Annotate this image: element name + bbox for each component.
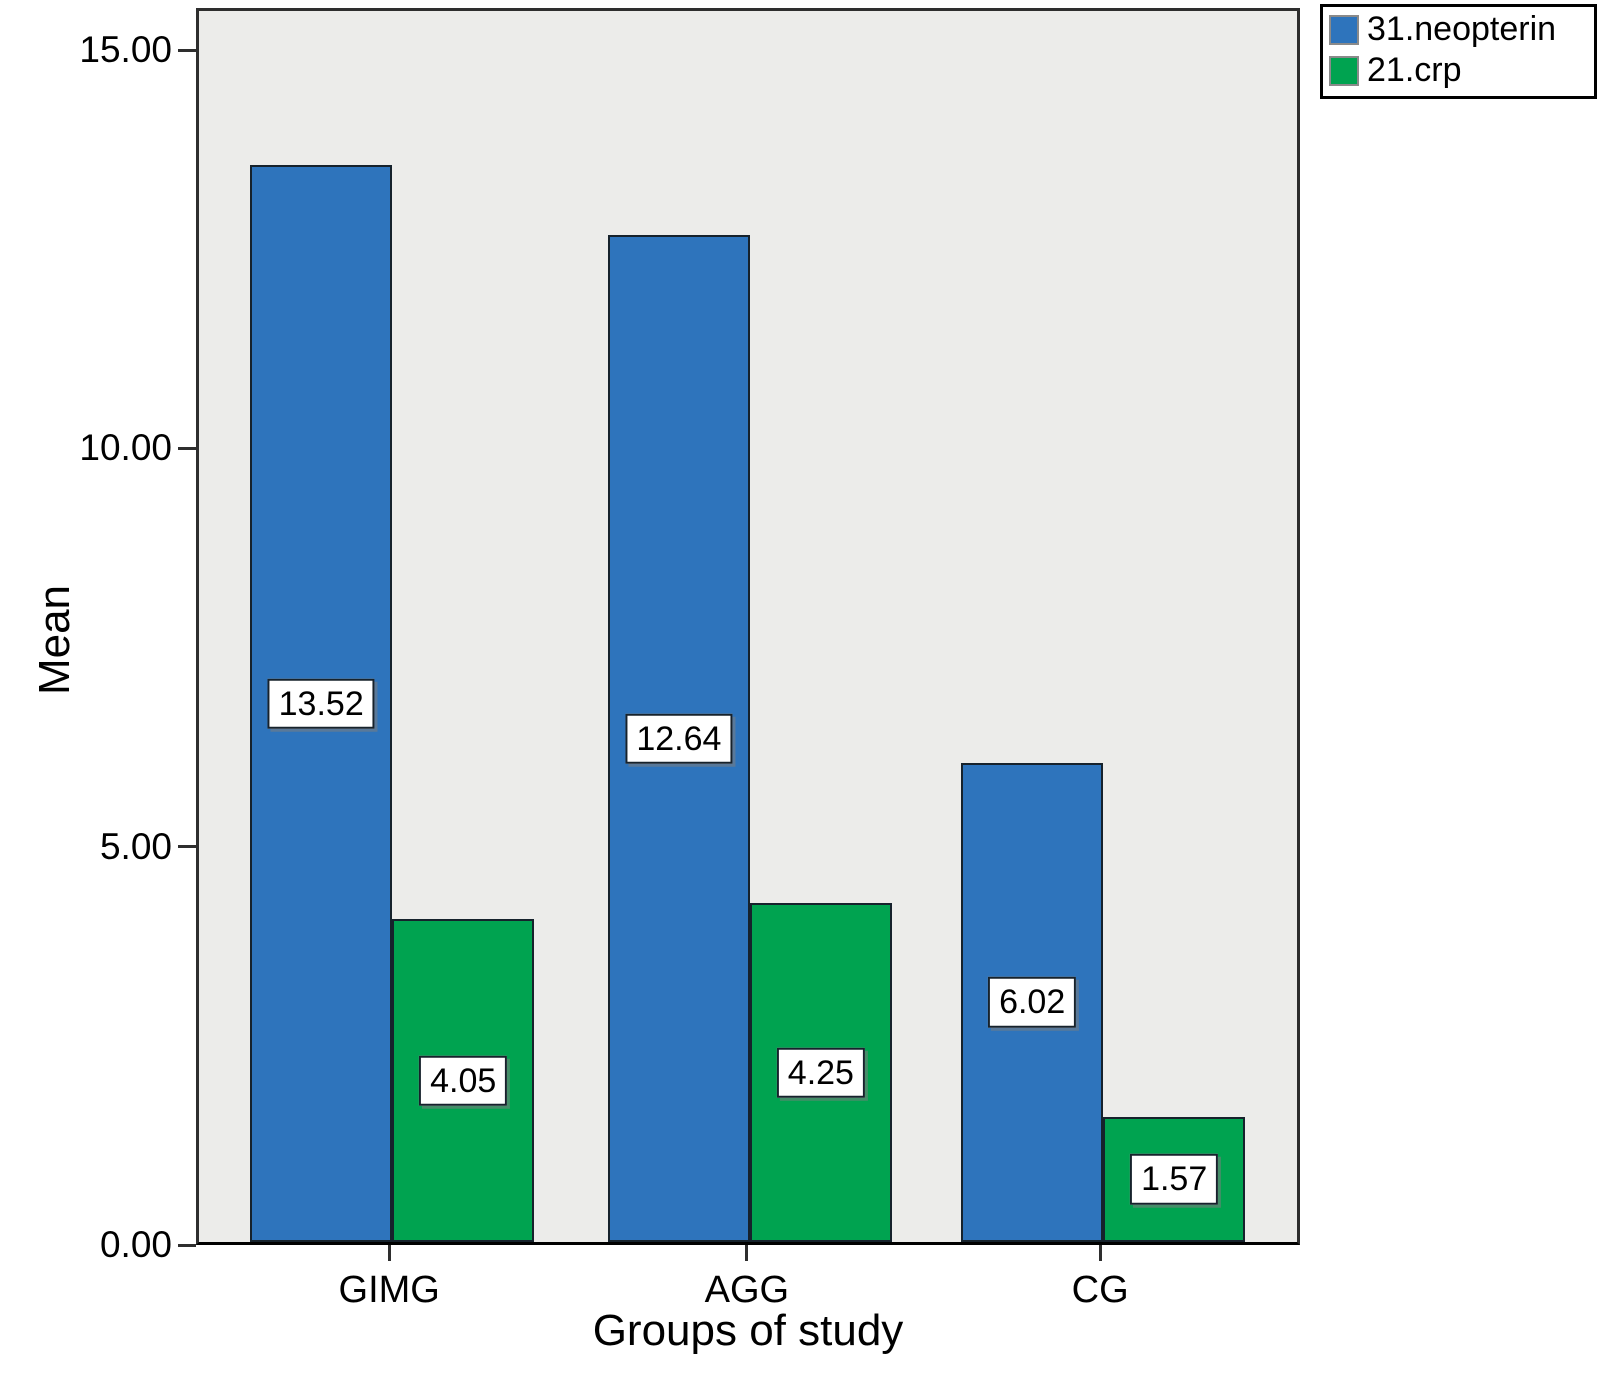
legend-swatch-icon: [1329, 55, 1359, 86]
bar-31-neopterin-gimg: 13.52: [250, 165, 393, 1242]
value-label: 13.52: [267, 678, 375, 729]
y-tick-mark: [178, 48, 196, 52]
bar-21-crp-cg: 1.57: [1103, 1116, 1246, 1242]
y-tick-label-0.00: 0.00: [99, 1224, 172, 1265]
x-tick-label-AGG: AGG: [704, 1269, 790, 1311]
y-tick-label-10.00: 10.00: [79, 427, 172, 469]
x-tick-mark: [387, 1245, 391, 1261]
value-label: 6.02: [988, 977, 1077, 1028]
bar-21-crp-agg: 4.25: [749, 903, 892, 1242]
legend-swatch-icon: [1329, 14, 1359, 45]
bar-21-crp-gimg: 4.05: [392, 919, 535, 1242]
y-axis-title: Mean: [30, 584, 79, 696]
x-tick-label-CG: CG: [1071, 1269, 1129, 1311]
legend-label: 21.crp: [1367, 50, 1462, 89]
legend-label: 31.neopterin: [1367, 10, 1557, 48]
y-tick-mark: [178, 446, 196, 450]
y-tick-mark: [178, 1243, 196, 1247]
value-label: 1.57: [1130, 1154, 1219, 1205]
plot-area: 13.52 4.05 12.64 4.25 6.02 1.57: [196, 8, 1300, 1245]
legend-item-31-neopterin: 31.neopterin: [1329, 10, 1588, 48]
y-tick-mark: [178, 845, 196, 849]
x-tick-label-GIMG: GIMG: [338, 1269, 440, 1311]
y-tick-label-5.00: 5.00: [99, 825, 172, 867]
x-tick-mark: [1098, 1245, 1102, 1261]
y-tick-label-15.00: 15.00: [79, 29, 172, 71]
bar-31-neopterin-cg: 6.02: [961, 762, 1104, 1242]
x-axis-title: Groups of study: [592, 1306, 904, 1355]
bar-31-neopterin-agg: 12.64: [607, 235, 750, 1242]
value-label: 4.05: [419, 1055, 508, 1106]
x-tick-mark: [745, 1245, 749, 1261]
value-label: 12.64: [625, 713, 733, 764]
legend: 31.neopterin 21.crp: [1320, 4, 1597, 100]
legend-item-21-crp: 21.crp: [1329, 50, 1588, 89]
value-label: 4.25: [776, 1047, 865, 1098]
